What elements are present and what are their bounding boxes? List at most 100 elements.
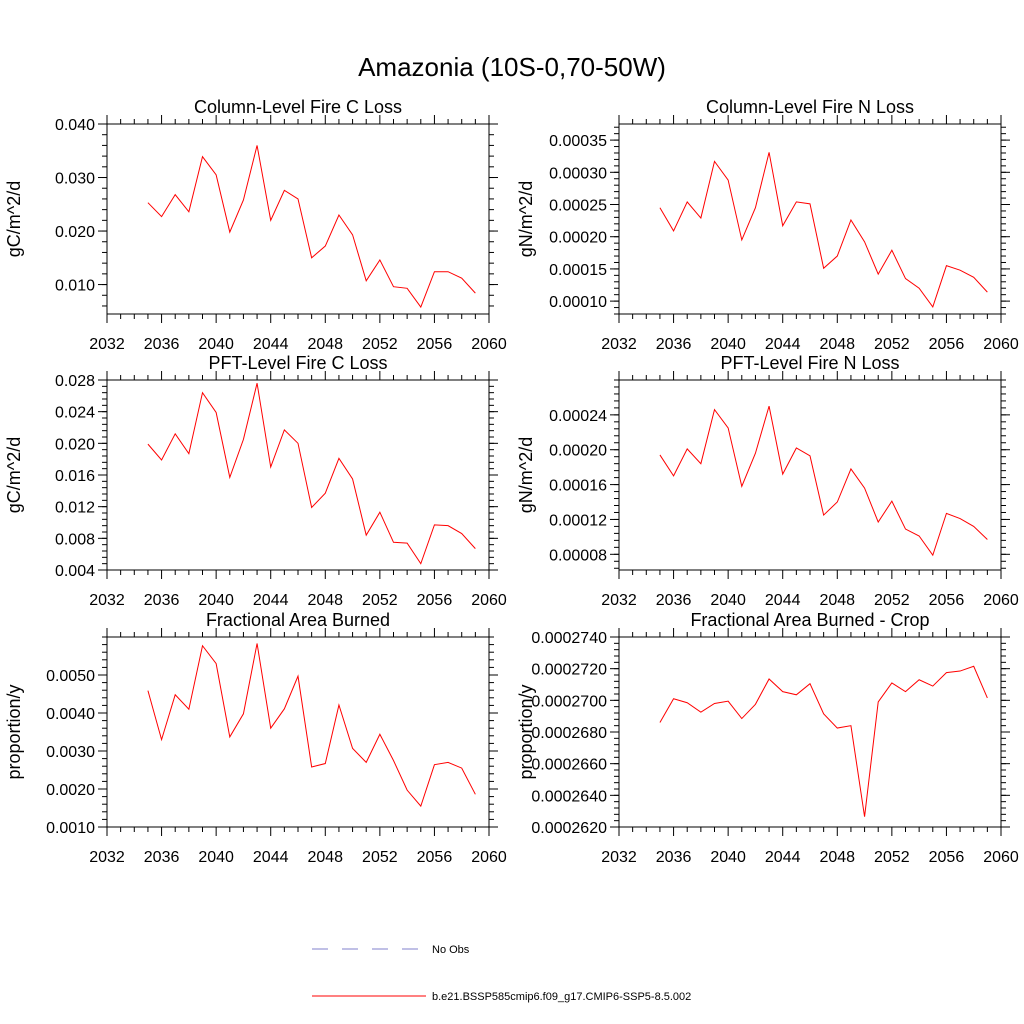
panel-4: PFT-Level Fire N Loss gN/m^2/d 2032 2036 204… <box>516 353 1019 609</box>
y-tick-label: 0.0002740 <box>531 630 607 647</box>
y-tick-label: 0.020 <box>55 436 95 453</box>
y-tick-label: 0.0010 <box>46 820 95 837</box>
panel-title: Column-Level Fire C Loss <box>194 97 402 117</box>
panel-1: Column-Level Fire C Loss gC/m^2/d 2032 2036… <box>4 97 507 353</box>
y-axis-label: proportion/y <box>516 684 536 779</box>
legend-model-label: b.e21.BSSP585cmip6.f09_g17.CMIP6-SSP5-8.… <box>432 991 691 1003</box>
x-tick-label: 2044 <box>765 336 801 353</box>
y-axis-label: gN/m^2/d <box>516 437 536 513</box>
x-tick-label: 2040 <box>198 592 234 609</box>
x-tick-label: 2048 <box>819 592 855 609</box>
y-tick-label: 0.00008 <box>549 547 607 564</box>
y-tick-label: 0.00020 <box>549 230 607 247</box>
x-tick-label: 2044 <box>253 849 289 866</box>
y-tick-label: 0.040 <box>55 117 95 134</box>
y-tick-label: 0.028 <box>55 373 95 390</box>
y-tick-label: 0.0002700 <box>531 693 607 710</box>
y-tick-label: 0.010 <box>55 278 95 295</box>
y-tick-label: 0.004 <box>55 563 95 580</box>
x-tick-label: 2032 <box>601 592 637 609</box>
y-tick-label: 0.0020 <box>46 782 95 799</box>
x-tick-label: 2052 <box>874 849 910 866</box>
x-tick-label: 2044 <box>253 592 289 609</box>
x-tick-label: 2048 <box>307 849 343 866</box>
series-line <box>147 383 476 565</box>
x-tick-label: 2060 <box>471 336 507 353</box>
series-line <box>147 145 476 309</box>
y-tick-label: 0.0002680 <box>531 725 607 742</box>
y-tick-label: 0.0002640 <box>531 788 607 805</box>
y-axis-label: gC/m^2/d <box>4 437 24 513</box>
y-tick-label: 0.00010 <box>549 294 607 311</box>
x-tick-label: 2048 <box>819 849 855 866</box>
x-tick-label: 2052 <box>362 336 398 353</box>
y-tick-label: 0.024 <box>55 405 95 422</box>
y-tick-label: 0.00015 <box>549 262 607 279</box>
y-tick-label: 0.012 <box>55 500 95 517</box>
panel-title: PFT-Level Fire C Loss <box>208 353 387 373</box>
x-tick-label: 2032 <box>89 849 125 866</box>
x-tick-label: 2056 <box>417 849 453 866</box>
figure-title: Amazonia (10S-0,70-50W) <box>358 52 666 82</box>
x-tick-label: 2060 <box>471 849 507 866</box>
y-axis-label: proportion/y <box>4 684 24 779</box>
x-tick-label: 2044 <box>765 592 801 609</box>
y-tick-label: 0.0040 <box>46 706 95 723</box>
x-tick-label: 2060 <box>983 849 1019 866</box>
legend: No Obs b.e21.BSSP585cmip6.f09_g17.CMIP6-… <box>312 944 691 1003</box>
x-tick-label: 2036 <box>656 336 692 353</box>
series-line <box>659 665 988 817</box>
x-tick-label: 2052 <box>874 336 910 353</box>
plot-frame <box>106 379 490 571</box>
y-tick-label: 0.00024 <box>549 408 607 425</box>
y-tick-label: 0.0002660 <box>531 757 607 774</box>
x-tick-label: 2056 <box>929 592 965 609</box>
x-tick-label: 2032 <box>89 336 125 353</box>
series-line <box>659 406 988 557</box>
panel-2: Column-Level Fire N Loss gN/m^2/d 2032 2036… <box>516 97 1019 353</box>
x-tick-label: 2040 <box>198 336 234 353</box>
x-tick-label: 2040 <box>710 592 746 609</box>
x-tick-label: 2060 <box>471 592 507 609</box>
panel-title: Column-Level Fire N Loss <box>706 97 914 117</box>
series-line <box>659 152 988 308</box>
x-tick-label: 2032 <box>89 592 125 609</box>
y-axis-label: gC/m^2/d <box>4 181 24 257</box>
series-line <box>147 643 476 808</box>
y-tick-label: 0.00020 <box>549 443 607 460</box>
x-tick-label: 2044 <box>765 849 801 866</box>
x-tick-label: 2040 <box>710 336 746 353</box>
x-tick-label: 2036 <box>656 592 692 609</box>
x-tick-label: 2040 <box>198 849 234 866</box>
x-tick-label: 2048 <box>819 336 855 353</box>
y-tick-label: 0.00035 <box>549 133 607 150</box>
y-tick-label: 0.00012 <box>549 512 607 529</box>
y-tick-label: 0.020 <box>55 224 95 241</box>
x-tick-label: 2032 <box>601 336 637 353</box>
y-tick-label: 0.00025 <box>549 198 607 215</box>
x-tick-label: 2036 <box>144 592 180 609</box>
panel-6: Fractional Area Burned - Crop proportion/… <box>516 610 1019 866</box>
x-tick-label: 2056 <box>929 849 965 866</box>
x-tick-label: 2048 <box>307 336 343 353</box>
y-tick-label: 0.0050 <box>46 668 95 685</box>
x-tick-label: 2056 <box>417 592 453 609</box>
x-tick-label: 2052 <box>874 592 910 609</box>
x-tick-label: 2036 <box>144 849 180 866</box>
y-tick-label: 0.0002620 <box>531 820 607 837</box>
y-tick-label: 0.00016 <box>549 478 607 495</box>
legend-obs-label: No Obs <box>432 944 470 956</box>
y-axis-label: gN/m^2/d <box>516 181 536 257</box>
plot-frame <box>106 123 490 315</box>
plot-frame <box>618 636 1002 828</box>
x-tick-label: 2060 <box>983 592 1019 609</box>
y-tick-label: 0.008 <box>55 531 95 548</box>
x-tick-label: 2032 <box>601 849 637 866</box>
x-tick-label: 2048 <box>307 592 343 609</box>
x-tick-label: 2052 <box>362 592 398 609</box>
plot-frame <box>618 379 1002 571</box>
panel-title: PFT-Level Fire N Loss <box>720 353 899 373</box>
panel-title: Fractional Area Burned - Crop <box>690 610 929 630</box>
x-tick-label: 2040 <box>710 849 746 866</box>
